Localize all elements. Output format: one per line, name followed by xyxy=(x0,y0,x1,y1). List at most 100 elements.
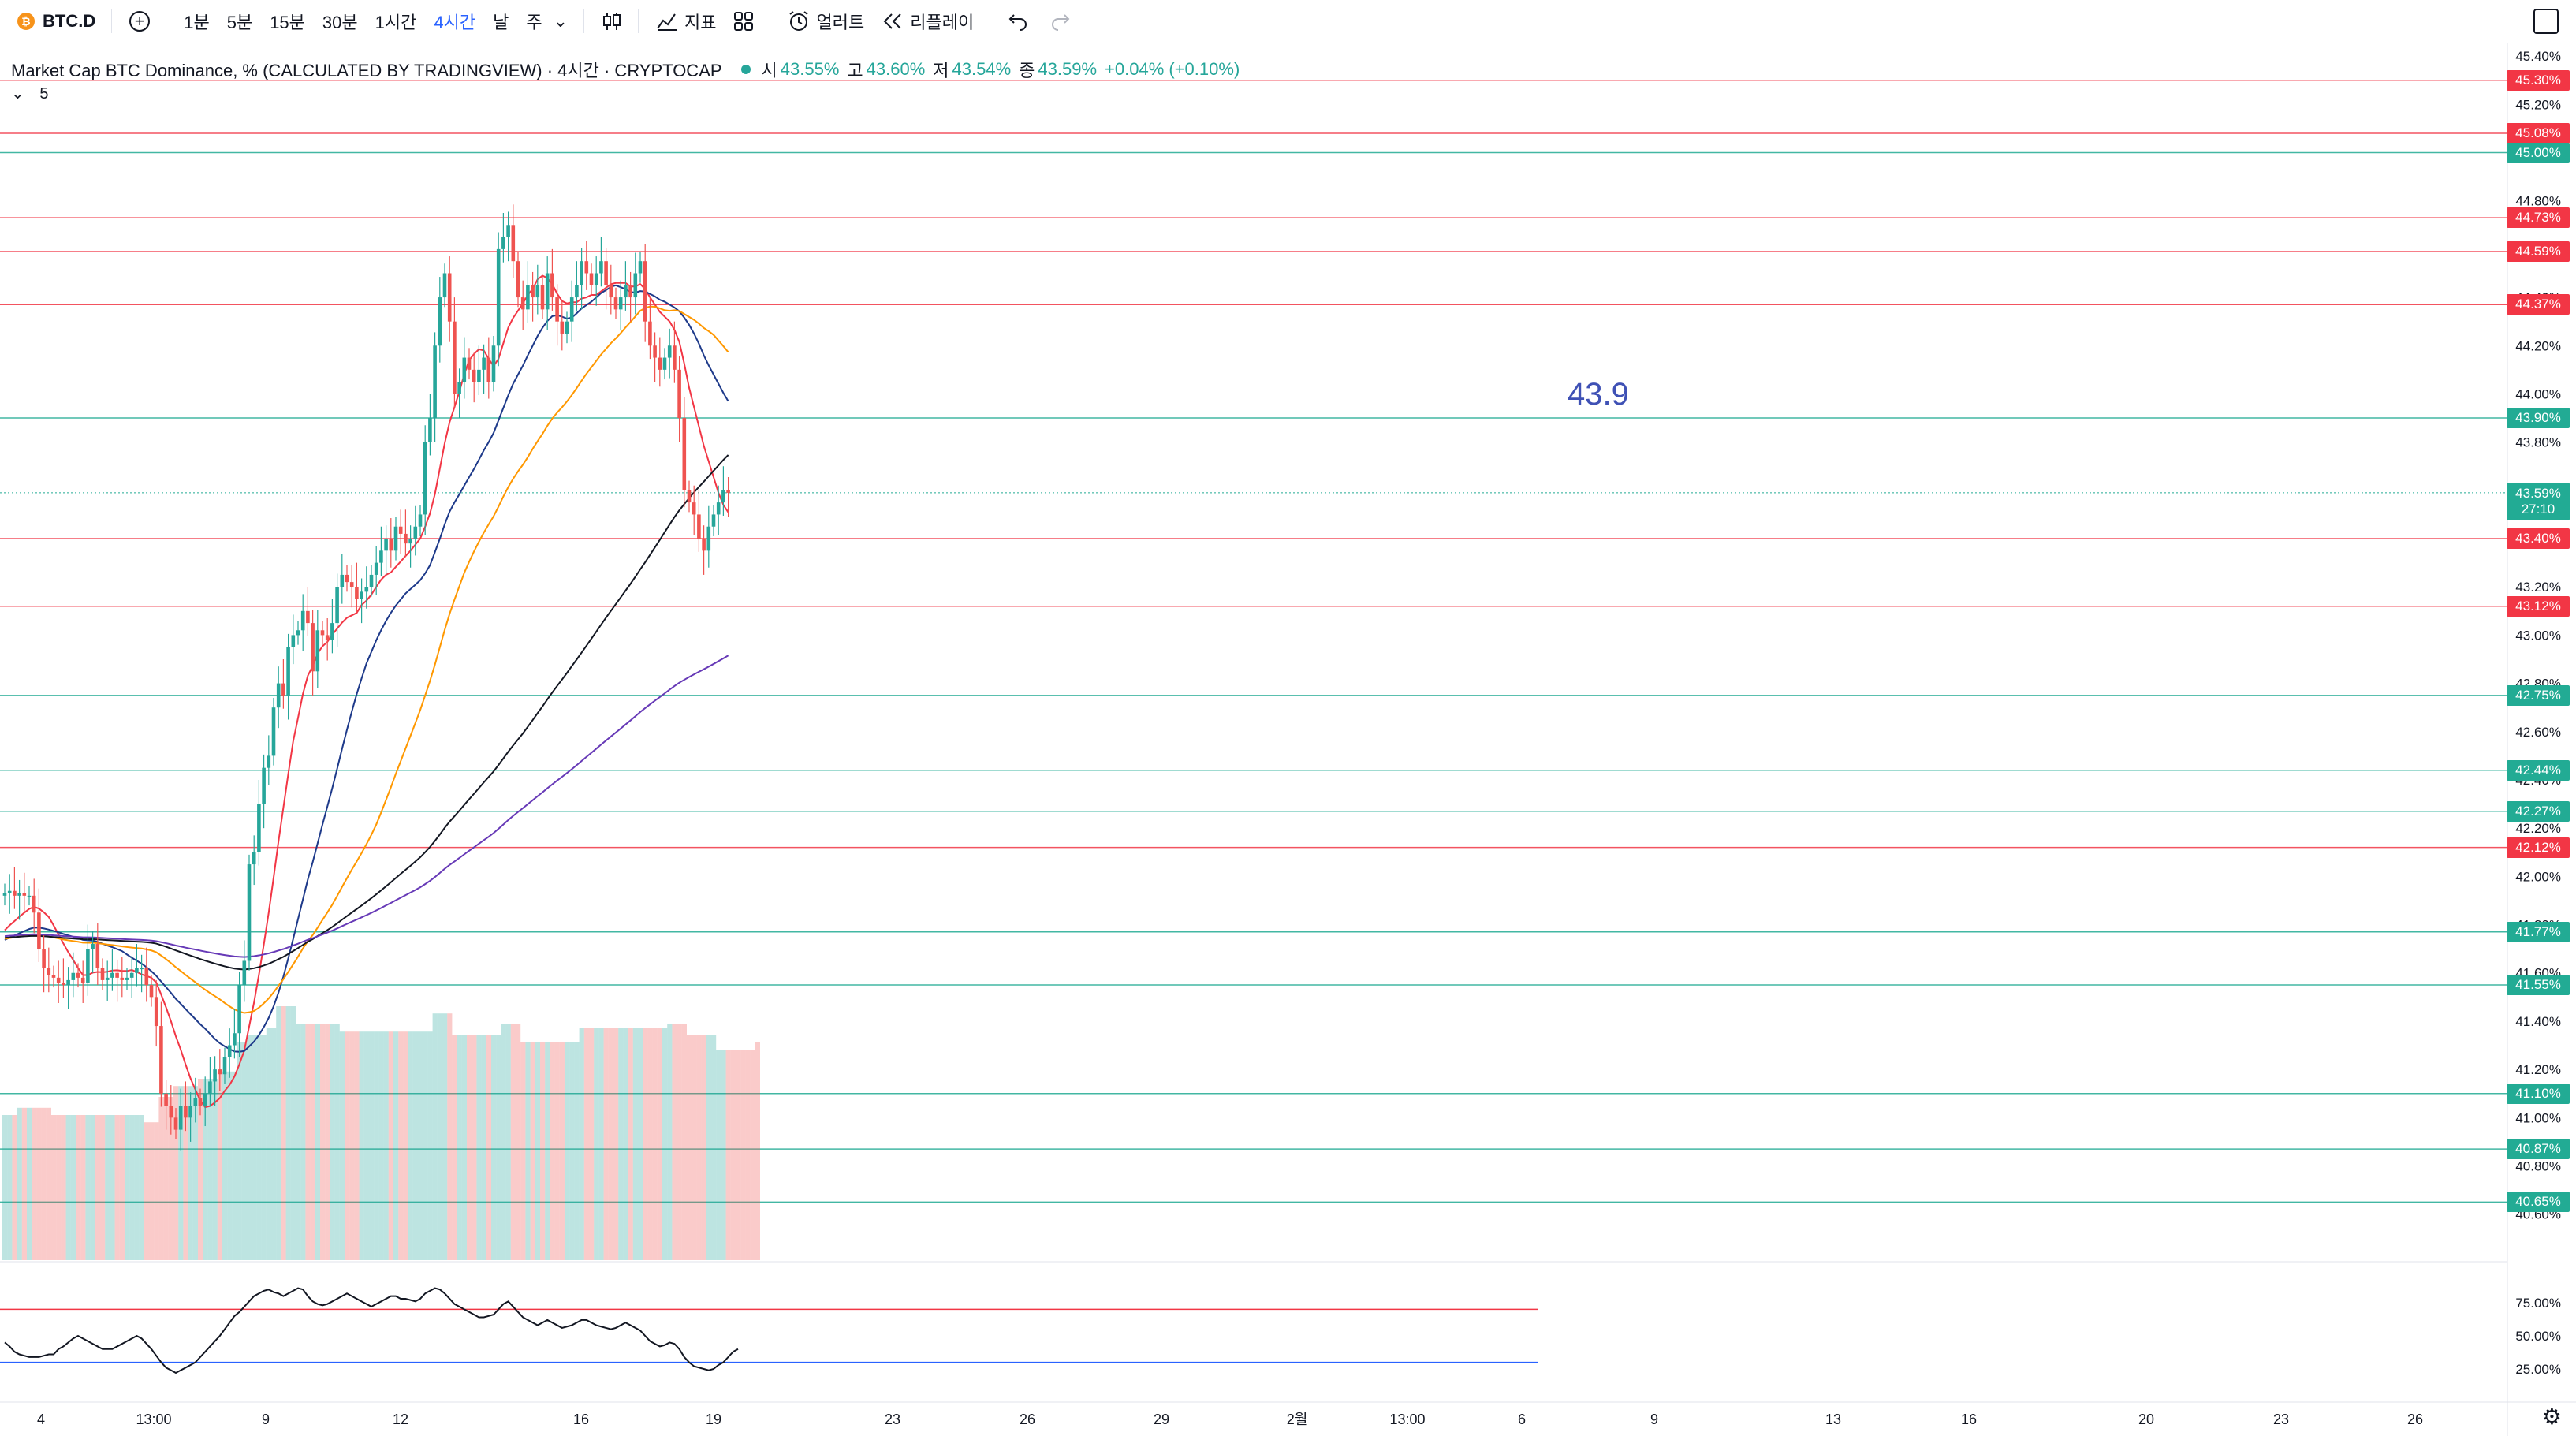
price-level-tag[interactable]: 40.87% xyxy=(2507,1139,2570,1160)
undo-button[interactable] xyxy=(1008,12,1028,31)
redo-button[interactable] xyxy=(1050,12,1071,31)
candle xyxy=(86,924,90,996)
price-level-tag[interactable]: 44.73% xyxy=(2507,207,2570,229)
candle xyxy=(697,490,701,552)
volume-bar xyxy=(51,1115,57,1260)
candle xyxy=(682,397,687,508)
candle xyxy=(222,1047,227,1084)
candle-body xyxy=(501,237,505,249)
price-level-tag[interactable]: 42.12% xyxy=(2507,837,2570,858)
candle xyxy=(716,485,721,535)
interval-4h[interactable]: 4시간 xyxy=(434,13,476,32)
price-level-tag[interactable]: 44.59% xyxy=(2507,241,2570,262)
volume-bar xyxy=(579,1028,584,1260)
candle-body xyxy=(486,357,491,382)
candle-body xyxy=(477,369,481,382)
legend-change: +0.04% (+0.10%) xyxy=(1105,59,1240,79)
volume-bar xyxy=(452,1035,457,1260)
price-level-tag[interactable]: 42.27% xyxy=(2507,800,2570,822)
indicators-button[interactable]: 지표 xyxy=(656,9,716,34)
candle xyxy=(398,509,403,554)
price-level-tag[interactable]: 41.77% xyxy=(2507,921,2570,942)
candle-body xyxy=(526,285,530,310)
interval-1m[interactable]: 1분 xyxy=(184,13,210,32)
price-level-tag[interactable]: 40.65% xyxy=(2507,1192,2570,1213)
volume-bar xyxy=(134,1115,140,1260)
candle-body xyxy=(545,273,550,310)
volume-bar xyxy=(565,1042,570,1260)
candle xyxy=(325,617,330,661)
price-axis-tick: 44.20% xyxy=(2515,338,2561,353)
price-level-tag[interactable]: 45.00% xyxy=(2507,142,2570,163)
price-level-tag[interactable]: 45.30% xyxy=(2507,69,2570,91)
volume-bar xyxy=(559,1042,565,1260)
candle-body xyxy=(340,574,345,587)
price-level-tag[interactable]: 43.12% xyxy=(2507,595,2570,617)
volume-bar xyxy=(369,1031,375,1260)
volume-bar xyxy=(70,1115,76,1260)
volume-bar xyxy=(745,1050,751,1260)
compare-symbol-button[interactable]: + xyxy=(129,11,151,32)
candle xyxy=(404,509,408,557)
volume-bar xyxy=(222,1071,228,1260)
candle-body xyxy=(32,895,36,913)
candle xyxy=(135,944,139,987)
rsi-axis-tick: 25.00% xyxy=(2515,1362,2561,1377)
candle xyxy=(638,251,643,283)
candle xyxy=(267,735,271,785)
indicator-legend-toggle[interactable]: ⌄ 5 xyxy=(11,84,48,103)
volume-bar xyxy=(349,1031,355,1260)
price-level-tag[interactable]: 44.37% xyxy=(2507,294,2570,315)
price-level-tag[interactable]: 43.40% xyxy=(2507,528,2570,550)
top-toolbar: ₿ BTC.D + 1분 5분 15분 30분 1시간 4시간 날 주 ⌄ 지표 xyxy=(0,0,2576,43)
interval-30m[interactable]: 30분 xyxy=(322,13,358,32)
rsi-line xyxy=(4,1287,739,1374)
price-level-tag[interactable]: 41.10% xyxy=(2507,1083,2570,1104)
volume-bar xyxy=(256,1035,262,1260)
candle-body xyxy=(393,526,398,551)
candle-body xyxy=(286,647,290,696)
volume-bar xyxy=(330,1024,335,1260)
volume-bar xyxy=(696,1035,702,1260)
time-axis-label: 29 xyxy=(1154,1412,1169,1427)
candle-body xyxy=(580,261,583,285)
candle-body xyxy=(653,345,657,358)
volume-bar xyxy=(374,1031,379,1260)
candle-body xyxy=(511,225,516,262)
replay-button[interactable]: 리플레이 xyxy=(882,9,974,34)
fullscreen-icon[interactable] xyxy=(2533,9,2559,34)
price-level-tag[interactable]: 41.55% xyxy=(2507,975,2570,996)
alarm-clock-icon xyxy=(789,11,809,31)
candle-body xyxy=(584,261,589,274)
alert-button[interactable]: 얼러트 xyxy=(788,9,864,34)
interval-dropdown-chevron-icon[interactable]: ⌄ xyxy=(553,11,568,31)
volume-bar xyxy=(388,1031,393,1260)
layouts-button[interactable] xyxy=(733,11,754,32)
candle-body xyxy=(120,977,125,980)
symbol-search-button[interactable]: ₿ BTC.D xyxy=(17,11,95,32)
bar-countdown: 27:10 xyxy=(2521,501,2555,517)
candle xyxy=(496,232,501,367)
gear-icon[interactable]: ⚙ xyxy=(2541,1404,2562,1429)
volume-bar xyxy=(525,1042,531,1260)
interval-1d[interactable]: 날 xyxy=(493,13,509,32)
price-level-tag[interactable]: 45.08% xyxy=(2507,123,2570,144)
price-level-tag[interactable]: 43.90% xyxy=(2507,408,2570,429)
candle xyxy=(257,779,261,866)
interval-1w[interactable]: 주 xyxy=(526,13,542,32)
interval-15m[interactable]: 15분 xyxy=(270,13,305,32)
volume-bar xyxy=(618,1028,624,1260)
price-level-tag[interactable]: 42.44% xyxy=(2507,759,2570,781)
candle xyxy=(486,337,491,399)
volume-bar xyxy=(613,1028,619,1260)
volume-bar xyxy=(730,1050,736,1260)
candle xyxy=(628,271,632,322)
interval-1h[interactable]: 1시간 xyxy=(375,13,417,32)
candle xyxy=(482,344,486,394)
chart-type-button[interactable] xyxy=(602,11,622,32)
price-level-tag[interactable]: 42.75% xyxy=(2507,684,2570,706)
price-annotation-text[interactable]: 43.9 xyxy=(1568,377,1629,412)
interval-5m[interactable]: 5분 xyxy=(226,13,253,32)
volume-bar xyxy=(467,1035,472,1260)
